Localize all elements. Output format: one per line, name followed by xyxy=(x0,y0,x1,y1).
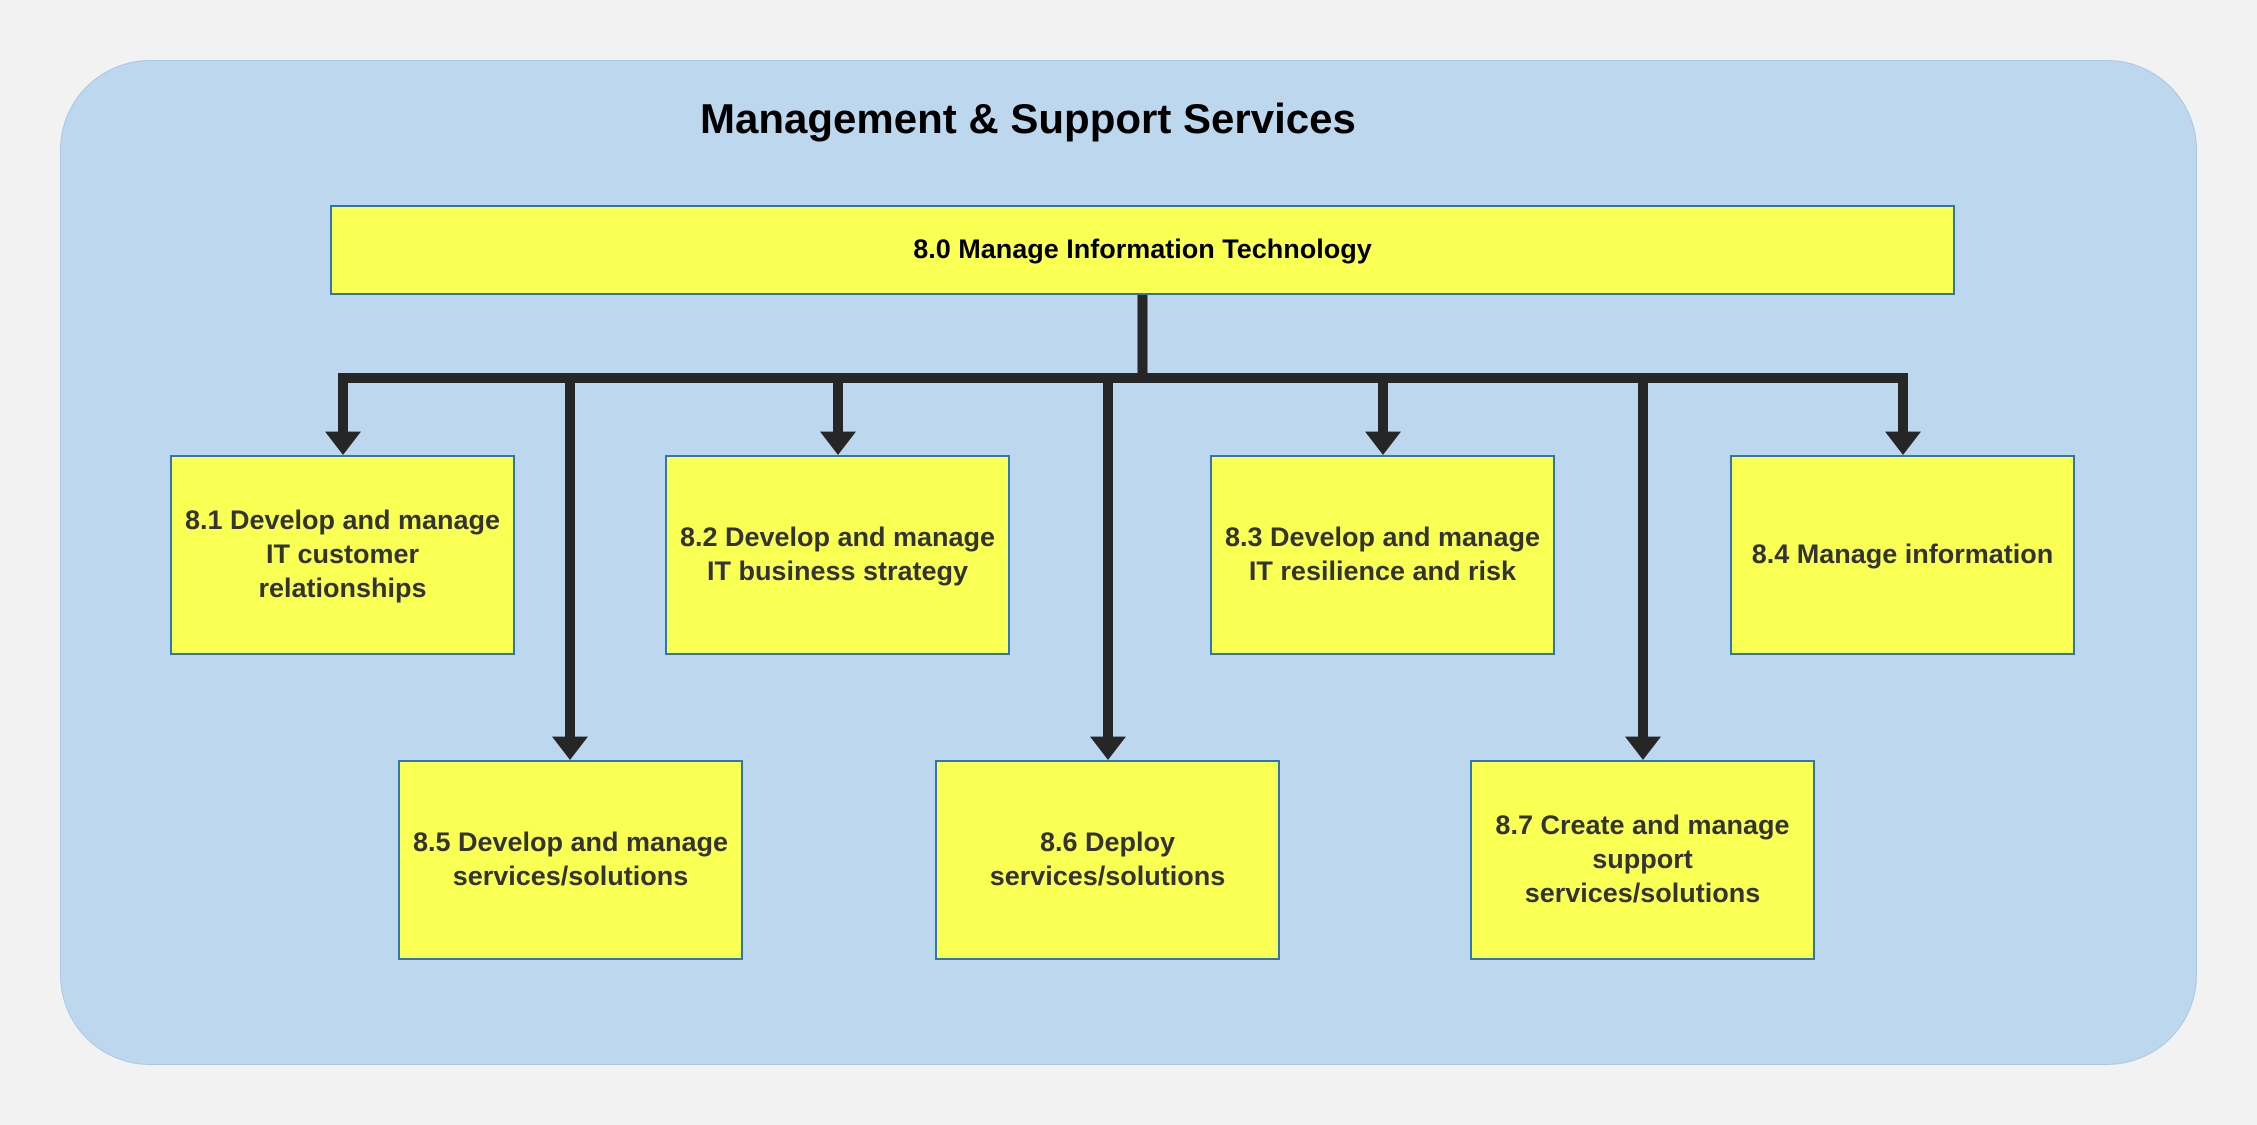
diagram-canvas: Management & Support Services 8.0 Manage… xyxy=(0,0,2257,1125)
child-node: 8.2 Develop and manage IT business strat… xyxy=(665,455,1010,655)
child-node: 8.1 Develop and manage IT customer relat… xyxy=(170,455,515,655)
child-node: 8.4 Manage information xyxy=(1730,455,2075,655)
root-node: 8.0 Manage Information Technology xyxy=(330,205,1955,295)
child-node: 8.3 Develop and manage IT resilience and… xyxy=(1210,455,1555,655)
child-node: 8.7 Create and manage support services/s… xyxy=(1470,760,1815,960)
child-node: 8.5 Develop and manage services/solution… xyxy=(398,760,743,960)
diagram-title: Management & Support Services xyxy=(700,95,1356,143)
child-node: 8.6 Deploy services/solutions xyxy=(935,760,1280,960)
